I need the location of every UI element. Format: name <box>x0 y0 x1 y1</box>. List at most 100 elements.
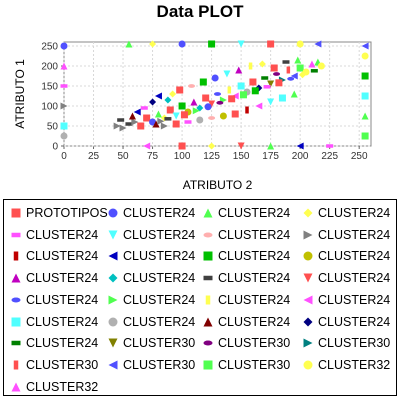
legend-marker-icon <box>10 294 22 306</box>
data-point <box>362 73 369 80</box>
legend-marker-icon <box>302 229 314 241</box>
legend-marker-icon <box>202 316 214 328</box>
legend-label: CLUSTER30 <box>318 336 390 350</box>
legend-marker-icon <box>202 207 214 219</box>
legend-label: CLUSTER24 <box>123 228 195 242</box>
data-point <box>184 120 191 124</box>
data-point <box>326 144 333 148</box>
legend-label: CLUSTER24 <box>318 293 390 307</box>
legend-label: PROTOTIPOS <box>26 206 108 220</box>
legend-label: CLUSTER24 <box>26 315 98 329</box>
legend-label: CLUSTER24 <box>123 271 195 285</box>
data-point <box>212 75 219 82</box>
data-point <box>176 87 183 94</box>
legend-label: CLUSTER30 <box>26 358 98 372</box>
data-point <box>249 63 253 70</box>
data-point <box>232 111 239 118</box>
data-point <box>362 93 369 100</box>
data-point <box>279 95 286 102</box>
data-point <box>216 101 223 105</box>
x-tick-label: 125 <box>203 151 220 162</box>
data-point <box>173 121 180 128</box>
legend-marker-icon <box>302 337 314 349</box>
legend-marker-icon <box>202 272 214 284</box>
data-point <box>214 92 221 96</box>
legend-label: CLUSTER24 <box>318 228 390 242</box>
legend-marker-icon <box>10 272 22 284</box>
data-point <box>200 79 207 86</box>
data-point <box>271 65 278 72</box>
data-point <box>282 60 289 64</box>
data-point <box>249 79 256 86</box>
legend-label: CLUSTER24 <box>318 249 390 263</box>
y-tick-label: 0 <box>52 142 58 153</box>
data-point <box>179 41 186 48</box>
data-point <box>143 115 150 122</box>
legend-marker-icon <box>302 272 314 284</box>
data-point <box>228 87 232 94</box>
legend-marker-icon <box>302 207 314 219</box>
data-point <box>297 65 304 72</box>
legend-label: CLUSTER24 <box>26 336 98 350</box>
data-point <box>318 63 325 70</box>
legend-label: CLUSTER24 <box>123 293 195 307</box>
x-tick-label: 200 <box>292 151 309 162</box>
x-tick-label: 25 <box>88 151 100 162</box>
legend-label: CLUSTER24 <box>218 249 290 263</box>
legend-marker-icon <box>10 250 22 262</box>
legend-label: CLUSTER24 <box>318 315 390 329</box>
y-tick-label: 250 <box>41 42 58 53</box>
y-tick-label: 50 <box>47 122 59 133</box>
data-point <box>179 143 186 150</box>
data-point <box>208 41 215 48</box>
data-point <box>275 79 282 86</box>
legend-label: CLUSTER24 <box>218 315 290 329</box>
legend-marker-icon <box>107 337 119 349</box>
legend-marker-icon <box>107 316 119 328</box>
legend-label: CLUSTER30 <box>123 358 195 372</box>
legend-marker-icon <box>10 316 22 328</box>
legend-label: CLUSTER24 <box>26 293 98 307</box>
data-point <box>164 117 171 121</box>
legend-label: CLUSTER24 <box>218 293 290 307</box>
data-point <box>181 111 188 118</box>
legend-label: CLUSTER24 <box>26 228 98 242</box>
legend-marker-icon <box>202 250 214 262</box>
legend-label: CLUSTER24 <box>218 271 290 285</box>
x-tick-label: 150 <box>233 151 250 162</box>
data-point <box>141 106 148 110</box>
data-point <box>179 103 186 110</box>
data-point <box>61 84 68 88</box>
legend-label: CLUSTER30 <box>218 336 290 350</box>
legend-marker-icon <box>107 272 119 284</box>
data-point <box>267 41 274 48</box>
y-tick-label: 200 <box>41 62 58 73</box>
data-point <box>238 83 245 90</box>
legend-marker-icon <box>107 207 119 219</box>
legend-label: CLUSTER24 <box>123 249 195 263</box>
data-point <box>208 116 215 120</box>
x-axis-label: ATRIBUTO 2 <box>183 178 253 192</box>
legend-marker-icon <box>107 359 119 371</box>
legend-label: CLUSTER24 <box>123 206 195 220</box>
y-axis-label: ATRIBUTO 1 <box>13 59 27 129</box>
legend: PROTOTIPOS CLUSTER24 CLUSTER24 CLUSTER24 CLU… <box>3 199 397 396</box>
data-point <box>137 123 144 130</box>
y-tick-label: 150 <box>41 82 58 93</box>
x-tick-label: 225 <box>321 151 338 162</box>
legend-marker-icon <box>10 207 22 219</box>
x-tick-label: 100 <box>174 151 191 162</box>
legend-label: CLUSTER32 <box>318 358 390 372</box>
data-point <box>61 43 68 50</box>
data-point <box>196 117 203 124</box>
legend-marker-icon <box>302 316 314 328</box>
data-point <box>117 118 124 122</box>
data-point <box>287 77 294 81</box>
data-point <box>264 85 271 89</box>
legend-marker-icon <box>107 229 119 241</box>
x-tick-label: 175 <box>262 151 279 162</box>
legend-marker-icon <box>202 337 214 349</box>
legend-label: CLUSTER24 <box>318 271 390 285</box>
legend-marker-icon <box>302 250 314 262</box>
data-point <box>61 133 68 140</box>
